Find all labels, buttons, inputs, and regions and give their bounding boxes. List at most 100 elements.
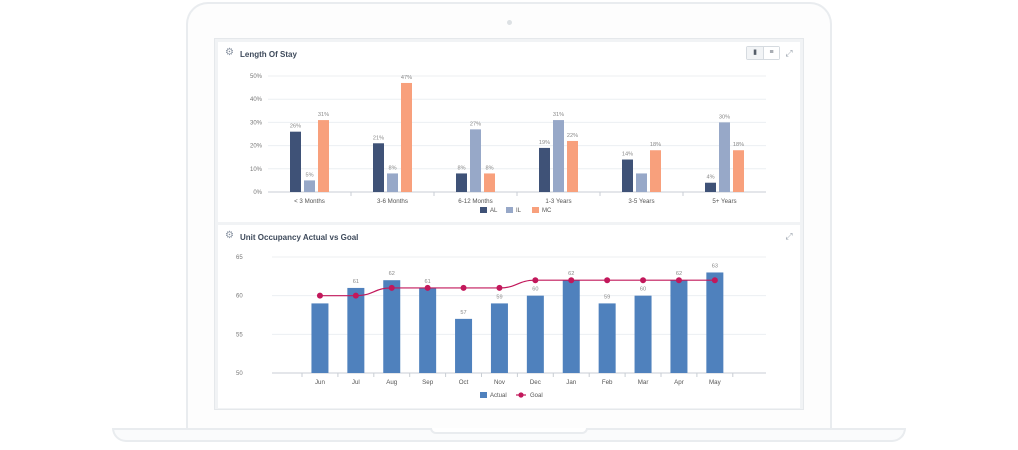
data-label: 22% (567, 133, 578, 139)
view-toggle: ▮ ≡ (746, 46, 780, 60)
expand-icon[interactable]: ⤢ (785, 48, 793, 58)
x-tick-label: Jul (352, 379, 360, 386)
bar-al (622, 159, 633, 192)
legend-label-mc: MC (542, 208, 552, 214)
x-tick-label: Aug (386, 379, 398, 386)
data-label: 4% (706, 175, 714, 181)
bar-actual (419, 287, 437, 373)
bar-chart-icon[interactable]: ▮ (747, 47, 763, 59)
goal-point (316, 292, 323, 299)
bar-actual (706, 272, 724, 373)
x-tick-label: 3-6 Months (377, 198, 408, 205)
x-tick-label: < 3 Months (294, 198, 325, 205)
goal-point (388, 284, 395, 291)
goal-point (568, 277, 575, 284)
data-label: 8% (485, 165, 493, 171)
data-label: 31% (318, 112, 329, 118)
data-label: 62 (568, 271, 574, 277)
bar-mc (401, 82, 412, 192)
data-label: 60 (640, 287, 646, 293)
goal-point (640, 277, 647, 284)
x-tick-label: 3-5 Years (628, 198, 654, 205)
data-label: 27% (470, 121, 481, 127)
goal-point (496, 284, 503, 291)
goal-point (604, 277, 611, 284)
goal-line (319, 279, 715, 297)
unit-occupancy-title: Unit Occupancy Actual vs Goal (240, 233, 359, 242)
data-label: 8% (388, 165, 396, 171)
x-tick-label: 5+ Years (712, 198, 736, 205)
data-label: 26% (290, 124, 301, 130)
length-of-stay-chart: 0% 10% 20% 30% 40% 50% < 3 Months 26% 5% 31% 3-6 M… (250, 74, 766, 214)
camera-dot (507, 20, 512, 25)
expand-icon[interactable]: ⤢ (785, 231, 793, 241)
data-label: 62 (676, 271, 682, 277)
goal-point (460, 284, 467, 291)
y-tick-label: 55 (236, 332, 243, 338)
y-tick-label: 20% (250, 144, 263, 150)
data-label: 14% (622, 152, 633, 158)
bar-il (719, 122, 730, 192)
data-label: 57 (460, 310, 466, 316)
gear-icon[interactable]: ⚙ (225, 47, 234, 58)
bar-al (373, 143, 384, 192)
legend-label-goal: Goal (530, 393, 543, 399)
data-label: 19% (539, 140, 550, 146)
goal-point (352, 292, 359, 299)
goal-point (532, 277, 539, 284)
gear-icon[interactable]: ⚙ (225, 230, 234, 241)
data-label: 5% (305, 172, 313, 178)
length-of-stay-panel: ⚙ Length Of Stay ▮ ≡ ⤢ 0% 10% 20% 30% 40% 50%… (218, 42, 800, 222)
table-icon[interactable]: ≡ (763, 47, 779, 59)
legend-label-al: AL (490, 208, 498, 214)
dashboard-screen: ⚙ Length Of Stay ▮ ≡ ⤢ 0% 10% 20% 30% 40% 50%… (214, 38, 804, 410)
x-tick-label: 6-12 Months (458, 198, 492, 205)
x-tick-label: Oct (459, 379, 469, 386)
bar-al (539, 147, 550, 192)
bar-il (553, 120, 564, 192)
bar-actual (455, 318, 473, 373)
y-tick-label: 30% (250, 120, 263, 126)
bar-actual (634, 295, 652, 373)
bar-actual (347, 287, 365, 373)
data-label: 59 (604, 294, 610, 300)
x-tick-label: Apr (674, 379, 684, 386)
data-label: 62 (389, 271, 395, 277)
bar-il (470, 129, 481, 192)
y-tick-label: 40% (250, 97, 263, 103)
goal-point (424, 284, 431, 291)
bar-il (304, 180, 315, 192)
x-tick-label: 1-3 Years (545, 198, 571, 205)
data-label: 61 (353, 279, 359, 285)
unit-occupancy-panel: ⚙ Unit Occupancy Actual vs Goal ⤢ 50 55 60… (218, 225, 800, 408)
data-label: 18% (650, 142, 661, 148)
bar-actual (670, 280, 688, 373)
data-label: 31% (553, 112, 564, 118)
y-tick-label: 50% (250, 74, 263, 80)
bar-actual (311, 303, 329, 373)
bar-actual (383, 280, 401, 373)
bar-al (705, 182, 716, 192)
data-label: 59 (496, 294, 502, 300)
x-tick-label: May (709, 379, 722, 386)
x-tick-label: Mar (638, 379, 649, 386)
x-tick-label: Jan (566, 379, 577, 386)
bar-actual (562, 280, 580, 373)
legend-swatch-goal (518, 392, 524, 398)
bar-actual (490, 303, 508, 373)
bar-mc (567, 140, 578, 192)
bar-il (387, 173, 398, 192)
data-label: 47% (401, 75, 412, 81)
legend-swatch-actual (480, 392, 487, 398)
data-label: 63 (712, 263, 718, 269)
bar-al (290, 131, 301, 192)
bar-mc (484, 173, 495, 192)
x-tick-label: Nov (494, 379, 506, 386)
legend-label-il: IL (516, 208, 522, 214)
y-tick-label: 0% (253, 190, 262, 196)
bar-al (456, 173, 467, 192)
laptop-notch (430, 428, 588, 434)
bar-actual (598, 303, 616, 373)
bar-actual (526, 295, 544, 373)
y-tick-label: 10% (250, 167, 263, 173)
